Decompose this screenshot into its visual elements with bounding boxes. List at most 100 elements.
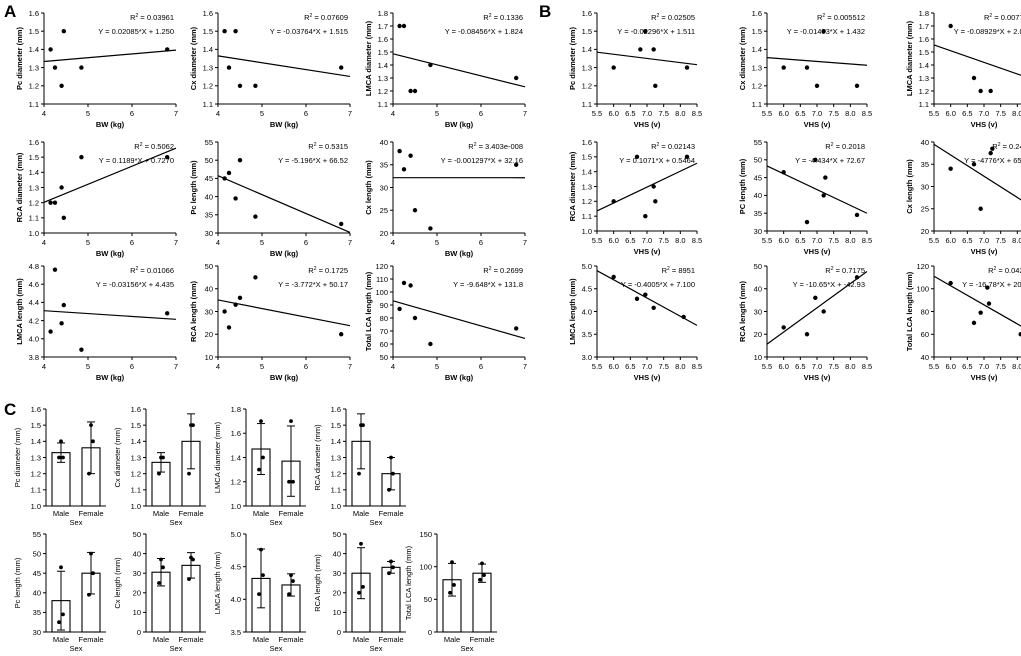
y-axis-label: PC length (mm)	[738, 158, 747, 214]
y-tick-label: 35	[754, 209, 762, 218]
y-tick-label: 1.6	[29, 138, 39, 147]
x-axis-label: BW (kg)	[270, 120, 299, 129]
y-tick-label: 1.8	[231, 405, 241, 414]
regression-equation: Y = -0.08929*X + 2.045	[954, 27, 1021, 36]
x-tick-label: 4	[391, 362, 395, 371]
y-tick-label: 1.1	[203, 100, 213, 109]
x-tick-label: 4	[216, 109, 220, 118]
y-tick-label: 1.4	[331, 437, 341, 446]
y-tick-label: 1.0	[31, 502, 41, 511]
y-tick-label: 10	[133, 608, 141, 617]
y-tick-label: 1.4	[231, 453, 241, 462]
data-point	[48, 200, 53, 205]
y-tick-label: 30	[205, 229, 213, 238]
data-point	[391, 471, 395, 476]
regression-line	[933, 44, 1021, 76]
y-tick-label: 20	[921, 227, 929, 236]
y-tick-label: 0	[137, 628, 141, 637]
data-point	[226, 65, 232, 70]
x-axis-label: BW (kg)	[445, 249, 474, 258]
data-point	[57, 455, 61, 460]
y-axis-label: Pc length (mm)	[189, 160, 198, 215]
data-point	[681, 314, 686, 320]
data-point	[428, 341, 433, 347]
data-point	[57, 620, 61, 625]
data-point	[339, 65, 344, 70]
data-point	[480, 561, 484, 566]
category-label: Male	[253, 635, 269, 644]
data-point	[357, 590, 361, 595]
y-tick-label: 1.0	[29, 229, 39, 238]
x-axis-label: VHS (v)	[634, 120, 661, 129]
y-tick-label: 1.5	[29, 27, 39, 36]
regression-line	[392, 53, 526, 88]
x-tick-label: 8.0	[675, 236, 685, 245]
data-point	[253, 83, 258, 89]
data-point	[448, 590, 452, 595]
x-tick-label: 7.0	[979, 236, 989, 245]
data-point	[387, 487, 391, 492]
y-tick-label: 4.6	[29, 280, 39, 289]
x-tick-label: 7.0	[812, 109, 822, 118]
data-point	[87, 592, 91, 597]
y-tick-label: 1.7	[919, 22, 929, 31]
x-tick-label: 8.0	[675, 362, 685, 371]
y-tick-label: 1.8	[919, 9, 929, 18]
y-tick-label: 1.2	[31, 469, 41, 478]
regression-equation: Y = 0.1189*X + 0.7270	[99, 156, 174, 165]
y-tick-label: 4.5	[231, 562, 241, 571]
y-tick-label: 1.3	[331, 453, 341, 462]
regression-line	[43, 147, 177, 203]
data-point	[634, 154, 640, 160]
y-axis-label: LMCA length (mm)	[213, 551, 222, 614]
data-point	[478, 577, 482, 582]
y-tick-label: 1.3	[29, 183, 39, 192]
x-tick-label: 6	[304, 238, 308, 247]
panel-letter-a: A	[4, 2, 17, 21]
data-point	[684, 65, 690, 70]
regression-equation: Y = -0.01403*X + 1.432	[787, 27, 865, 36]
x-tick-label: 6.5	[795, 362, 805, 371]
x-tick-label: 4	[391, 238, 395, 247]
y-tick-label: 1.0	[331, 502, 341, 511]
data-point	[1018, 332, 1021, 337]
data-point	[408, 153, 413, 158]
x-tick-label: 6.0	[945, 362, 955, 371]
data-point	[233, 29, 238, 34]
y-axis-label: Total LCA length (mm)	[404, 545, 413, 620]
y-tick-label: 40	[754, 285, 762, 294]
y-tick-label: 1.1	[919, 100, 929, 109]
data-point	[387, 571, 391, 576]
data-point	[165, 311, 170, 316]
x-tick-label: 4	[216, 238, 220, 247]
regression-line	[596, 162, 698, 212]
y-tick-label: 1.3	[919, 74, 929, 83]
data-point	[359, 541, 363, 546]
data-point	[259, 547, 263, 552]
y-tick-label: 100	[375, 288, 388, 297]
y-tick-label: 1.8	[378, 9, 388, 18]
x-tick-label: 6	[130, 362, 134, 371]
x-tick-label: 5	[435, 238, 439, 247]
data-point	[79, 347, 84, 352]
r-squared-label: R2 = 0.01066	[130, 266, 174, 275]
data-point	[61, 455, 65, 460]
data-point	[804, 332, 810, 337]
r-squared-label: R2 = 0.7175	[825, 266, 865, 275]
y-tick-label: 10	[205, 353, 213, 362]
x-tick-label: 6.5	[625, 109, 635, 118]
y-tick-label: 0	[428, 628, 432, 637]
scatter-chart-B2: 1.1 1.2 1.3 1.4 1.5 1.6 5.5 6.0 6.5 7.0 7.5 8.0 8.5 V…	[738, 9, 872, 129]
y-tick-label: 1.4	[582, 45, 592, 54]
data-point	[61, 612, 65, 617]
data-point	[339, 332, 344, 337]
x-tick-label: 8.0	[845, 236, 855, 245]
data-point	[948, 23, 953, 29]
y-tick-label: 1.1	[378, 100, 388, 109]
x-axis-label: Sex	[370, 644, 383, 653]
y-tick-label: 40	[333, 549, 341, 558]
x-tick-label: 7.5	[828, 109, 838, 118]
y-tick-label: 3.5	[231, 628, 241, 637]
